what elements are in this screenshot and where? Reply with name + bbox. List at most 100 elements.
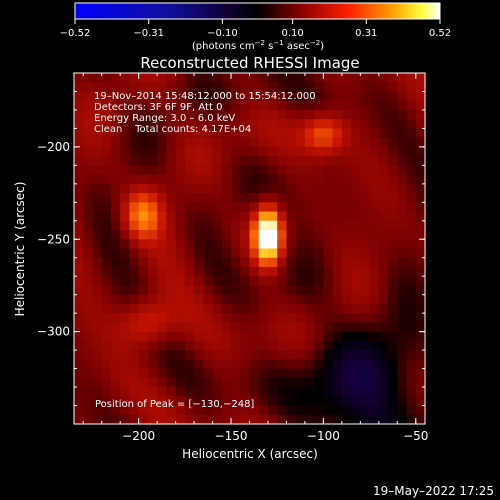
heatmap-cell bbox=[157, 109, 167, 120]
heatmap-cell bbox=[175, 322, 186, 333]
heatmap-cell bbox=[138, 285, 149, 296]
heatmap-cell bbox=[369, 368, 380, 379]
heatmap-cell bbox=[314, 387, 324, 397]
heatmap-cell bbox=[397, 294, 408, 305]
heatmap-cell bbox=[397, 220, 408, 231]
heatmap-cell bbox=[286, 239, 297, 250]
heatmap-cell bbox=[295, 239, 306, 250]
heatmap-cell bbox=[258, 368, 269, 379]
heatmap-cell bbox=[110, 387, 121, 397]
heatmap-cell bbox=[194, 377, 204, 388]
heatmap-cell bbox=[267, 100, 278, 111]
heatmap-cell bbox=[378, 294, 389, 305]
heatmap-cell bbox=[332, 165, 343, 176]
heatmap-cell bbox=[258, 340, 269, 351]
heatmap-cell bbox=[360, 303, 371, 314]
heatmap-cell bbox=[258, 128, 269, 139]
heatmap-cell bbox=[388, 266, 398, 277]
heatmap-cell bbox=[277, 313, 288, 323]
heatmap-cell bbox=[295, 414, 306, 425]
heatmap-cell bbox=[101, 322, 112, 333]
heatmap-cell bbox=[304, 156, 315, 166]
heatmap-cell bbox=[175, 350, 186, 360]
heatmap-cell bbox=[267, 350, 278, 360]
heatmap-cell bbox=[83, 340, 94, 351]
heatmap-cell bbox=[203, 396, 214, 407]
heatmap-cell bbox=[92, 405, 103, 416]
heatmap-cell bbox=[212, 220, 223, 231]
heatmap-cell bbox=[147, 322, 158, 333]
heatmap-cell bbox=[74, 340, 84, 351]
heatmap-cell bbox=[203, 414, 214, 425]
heatmap-cell bbox=[323, 387, 334, 397]
heatmap-cell bbox=[286, 128, 297, 139]
heatmap-cell bbox=[397, 193, 408, 203]
heatmap-cell bbox=[406, 211, 417, 222]
heatmap-cell bbox=[147, 82, 158, 93]
heatmap-cell bbox=[378, 146, 389, 157]
heatmap-cell bbox=[92, 377, 103, 388]
heatmap-cell bbox=[277, 100, 288, 111]
heatmap-cell bbox=[332, 146, 343, 157]
heatmap-cell bbox=[203, 119, 214, 130]
heatmap-cell bbox=[221, 211, 232, 222]
heatmap-cell bbox=[184, 91, 195, 102]
heatmap-cell bbox=[341, 285, 352, 296]
heatmap-cell bbox=[267, 266, 278, 277]
heatmap-cell bbox=[286, 350, 297, 360]
heatmap-cell bbox=[129, 174, 140, 185]
heatmap-cell bbox=[129, 230, 140, 240]
heatmap-cell bbox=[351, 230, 361, 240]
heatmap-cell bbox=[74, 230, 84, 240]
heatmap-cell bbox=[360, 211, 371, 222]
heatmap-cell bbox=[304, 266, 315, 277]
heatmap-cell bbox=[221, 405, 232, 416]
x-axis: −200 −150 −100 −50 bbox=[82, 73, 428, 443]
heatmap-cell bbox=[92, 174, 103, 185]
heatmap-cell bbox=[221, 331, 232, 342]
heatmap-cell bbox=[332, 276, 343, 287]
heatmap-cell bbox=[184, 230, 195, 240]
heatmap-cell bbox=[369, 313, 380, 323]
heatmap-cell bbox=[203, 82, 214, 93]
heatmap-cell bbox=[304, 294, 315, 305]
heatmap-cell bbox=[83, 285, 94, 296]
heatmap-cell bbox=[184, 128, 195, 139]
heatmap-cell bbox=[74, 91, 84, 102]
heatmap-cell bbox=[83, 359, 94, 370]
heatmap-cell bbox=[397, 340, 408, 351]
heatmap-cell bbox=[203, 294, 214, 305]
heatmap-cell bbox=[110, 350, 121, 360]
heatmap-cell bbox=[406, 294, 417, 305]
heatmap-cell bbox=[184, 174, 195, 185]
colorbar-ticks: −0.52 −0.31 −0.10 0.10 0.31 0.52 bbox=[60, 19, 451, 39]
heatmap-cell bbox=[194, 109, 204, 120]
heatmap-cell bbox=[314, 294, 324, 305]
heatmap-cell bbox=[258, 303, 269, 314]
heatmap-cell bbox=[360, 294, 371, 305]
heatmap-cell bbox=[397, 257, 408, 268]
footer-timestamp: 19–May–2022 17:25 bbox=[373, 484, 494, 498]
heatmap-cell bbox=[351, 137, 361, 148]
heatmap-cell bbox=[231, 146, 241, 157]
heatmap-cell bbox=[83, 211, 94, 222]
heatmap-cell bbox=[286, 193, 297, 203]
heatmap-cell bbox=[166, 396, 177, 407]
heatmap-cell bbox=[83, 230, 94, 240]
heatmap-cell bbox=[332, 377, 343, 388]
heatmap-cell bbox=[194, 119, 204, 130]
heatmap-cell bbox=[341, 239, 352, 250]
heatmap-cell bbox=[369, 220, 380, 231]
heatmap-cell bbox=[147, 294, 158, 305]
heatmap-cell bbox=[221, 82, 232, 93]
heatmap-cell bbox=[157, 368, 167, 379]
heatmap-cell bbox=[323, 73, 334, 83]
heatmap-cell bbox=[120, 193, 131, 203]
heatmap-cell bbox=[397, 266, 408, 277]
heatmap-cell bbox=[129, 377, 140, 388]
heatmap-cell bbox=[83, 276, 94, 287]
heatmap-cell bbox=[138, 248, 149, 259]
heatmap-cell bbox=[388, 257, 398, 268]
heatmap-cell bbox=[92, 137, 103, 148]
heatmap-cell bbox=[286, 313, 297, 323]
